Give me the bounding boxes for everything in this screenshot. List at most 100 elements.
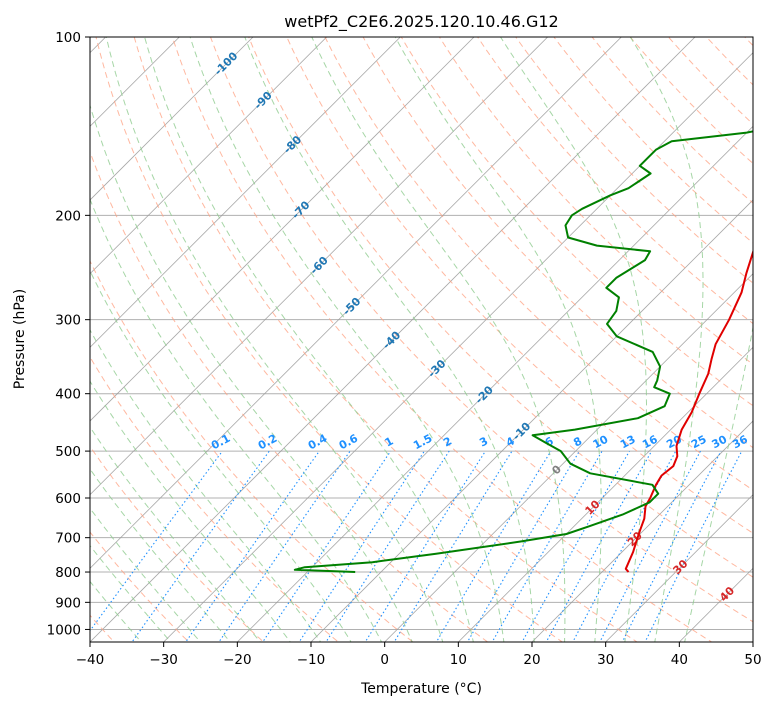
isotherm-line [90,37,328,275]
moist-adiabat-line [500,37,647,642]
profile-series [293,130,753,573]
mixing-ratio-label: 20 [664,432,684,451]
isotherm-line [90,37,401,348]
mixing-ratio-label: 8 [571,434,584,449]
mixing-ratio-line [644,450,743,642]
dry-adiabat-line [133,37,638,642]
moist-adiabat-line [629,37,704,642]
isotherm-line [384,273,753,642]
background-lines [90,24,775,654]
x-tick-label: 40 [671,652,688,668]
mixing-ratio-label: 0.2 [256,432,279,453]
moist-adiabat-line [90,380,291,642]
mixing-ratio-line [466,450,580,642]
mixing-ratio-label: 25 [689,433,709,452]
dry-adiabat-line [362,37,753,449]
mixing-ratio-line [393,450,513,642]
y-tick-label: 1000 [47,622,81,638]
y-tick-label: 400 [55,387,81,403]
x-tick-label: 0 [380,652,389,668]
mixing-ratio-label: 36 [730,433,750,452]
x-tick-label: −30 [149,652,178,668]
dry-adiabat-line [438,37,753,366]
mixing-ratio-line [262,450,392,642]
mixing-ratio-line [218,450,351,642]
dry-adiabat-line [209,37,753,623]
moist-adiabat-line [105,37,444,642]
y-tick-label: 200 [55,208,81,224]
mixing-ratio-label: 3 [477,434,490,449]
isotherm-line [90,37,254,201]
dry-adiabat-line [629,37,753,165]
isotherm-line [90,37,696,642]
mixing-ratio-line [298,450,425,642]
dry-adiabat-line [95,37,564,642]
moist-adiabat-line [90,198,383,642]
moist-adiabat-line [90,468,231,642]
dry-adiabat-line [515,37,753,284]
isotherm-line [457,346,753,642]
isotherm-line [236,125,753,642]
moist-adiabat-line [90,328,322,642]
moist-adiabat-line [394,37,602,642]
dry-adiabat-line [248,37,753,578]
mixing-ratio-label: 2 [441,434,454,449]
isotherm-line [531,420,753,642]
y-tick-label: 800 [55,565,81,581]
x-axis-title: Temperature (°C) [360,681,482,697]
x-tick-label: 20 [523,652,540,668]
dry-adiabat-line [90,445,265,642]
moist-adiabat-line [90,507,202,642]
y-tick-label: 700 [55,531,81,547]
mixing-ratio-label: 13 [618,433,638,452]
y-tick-label: 100 [55,30,81,46]
isotherm-line [605,494,753,642]
axes: −40 −30 −20 −10 0 10 20 30 40 50 100 200 300 400 500 60… [47,30,762,668]
mixing-ratio-line [435,450,552,642]
y-axis-title: Pressure (hPa) [12,289,28,389]
x-tick-label: −20 [223,652,252,668]
dry-adiabat-line [477,37,753,325]
moist-adiabat-line [144,37,474,642]
dry-adiabat-line [553,37,753,244]
moist-adiabat-line [90,426,261,642]
plot-frame [89,36,754,643]
mixing-ratio-line [185,450,320,642]
mixing-ratio-label: 0.1 [209,432,232,453]
isotherm-line [90,37,622,569]
x-tick-label: 50 [744,652,761,668]
isotherm-line [310,199,753,642]
moist-adiabat-line [684,324,753,642]
dry-adiabat-line [286,37,753,534]
x-tick-label: −40 [76,652,105,668]
mixing-ratio-line [491,450,603,642]
dry-adiabat-line [90,531,190,642]
dewpoint-profile-line [293,130,753,573]
mixing-ratio-line [131,450,270,642]
mixing-ratio-label: 0.4 [306,432,330,453]
dry-adiabat-line [705,37,753,86]
dry-adiabat-line [400,37,753,407]
dry-adiabat-line [90,356,340,642]
dry-adiabat-line [770,24,775,654]
mixing-ratio-line [325,450,450,642]
mixing-ratio-label: 1 [383,434,396,449]
dry-adiabat-line [171,37,713,642]
moist-adiabat-line [90,580,142,642]
temperature-profile-line [624,249,753,573]
isotherm-line [90,37,180,127]
mixing-ratio-label: 10 [591,432,611,451]
moist-adiabat-line [90,103,413,642]
x-tick-label: 30 [597,652,614,668]
moist-adiabat-line [189,37,505,642]
y-tick-label: 300 [55,313,81,329]
dry-adiabat-line [667,37,753,125]
mixing-ratio-label: 16 [640,433,660,452]
y-tick-label: 500 [55,444,81,460]
mixing-ratio-line [545,450,653,642]
mixing-ratio-line [599,450,701,642]
moist-adiabat-line [244,37,535,642]
mixing-ratio-line [364,450,486,642]
